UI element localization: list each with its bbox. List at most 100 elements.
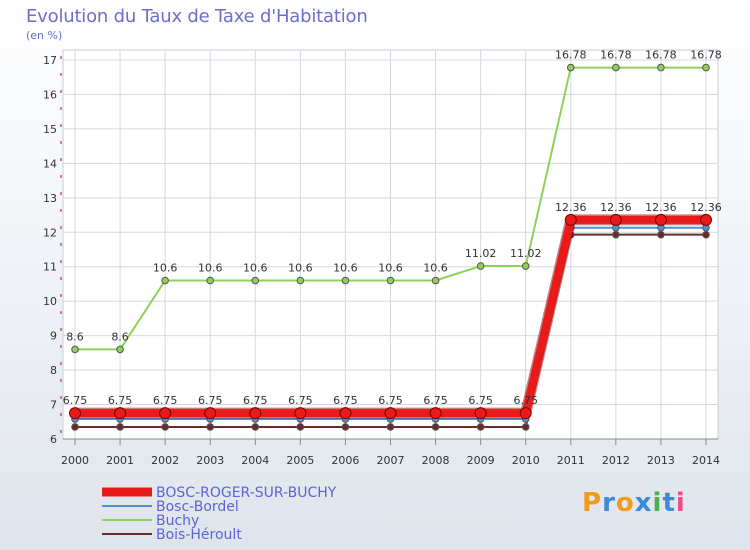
logo-letter: i bbox=[652, 488, 663, 518]
data-label: 6.75 bbox=[63, 394, 88, 407]
data-point bbox=[206, 423, 215, 431]
data-label: 6.75 bbox=[423, 394, 448, 407]
data-label: 12.36 bbox=[555, 201, 587, 214]
x-tick-label: 2013 bbox=[647, 454, 675, 467]
data-point bbox=[612, 63, 620, 72]
x-tick-label: 2006 bbox=[331, 454, 359, 467]
logo-letter: r bbox=[602, 488, 616, 518]
data-point bbox=[521, 262, 530, 270]
data-label: 10.6 bbox=[378, 262, 403, 275]
logo-letter: x bbox=[634, 488, 653, 518]
data-point bbox=[249, 407, 262, 420]
data-point bbox=[69, 407, 81, 420]
data-label: 16.78 bbox=[555, 49, 587, 62]
data-label: 6.75 bbox=[288, 394, 313, 407]
data-point bbox=[431, 276, 440, 285]
data-label: 10.6 bbox=[243, 262, 268, 275]
y-tick-label: 11 bbox=[43, 261, 57, 274]
y-tick-label: 6 bbox=[50, 433, 57, 446]
data-label: 6.75 bbox=[333, 394, 358, 407]
data-point bbox=[612, 230, 620, 239]
y-tick-label: 16 bbox=[43, 88, 57, 101]
data-label: 6.75 bbox=[378, 394, 403, 407]
x-tick-label: 2004 bbox=[241, 454, 269, 467]
data-point bbox=[296, 423, 305, 431]
data-point bbox=[429, 407, 442, 420]
data-point bbox=[161, 423, 169, 431]
data-label: 12.36 bbox=[600, 201, 632, 214]
data-label: 6.75 bbox=[108, 394, 133, 407]
data-label: 10.6 bbox=[423, 262, 448, 275]
x-tick-label: 2002 bbox=[151, 454, 179, 467]
logo-letter: i bbox=[675, 488, 686, 518]
chart-unit-label: (en %) bbox=[26, 29, 63, 42]
legend-label: Buchy bbox=[156, 513, 199, 529]
data-label: 16.78 bbox=[600, 49, 632, 62]
y-tick-label: 10 bbox=[43, 295, 57, 308]
data-point bbox=[521, 423, 530, 431]
y-tick-label: 9 bbox=[50, 330, 57, 343]
data-point bbox=[384, 407, 397, 420]
data-label: 6.75 bbox=[513, 394, 538, 407]
data-point bbox=[251, 276, 260, 285]
data-point bbox=[294, 407, 307, 420]
chart-title: Evolution du Taux de Taxe d'Habitation bbox=[26, 6, 368, 27]
data-point bbox=[114, 407, 127, 420]
data-point bbox=[251, 423, 260, 431]
data-point bbox=[476, 423, 485, 431]
data-point bbox=[702, 230, 710, 239]
data-point bbox=[700, 213, 712, 226]
data-label: 6.75 bbox=[198, 394, 223, 407]
y-tick-label: 14 bbox=[43, 157, 57, 170]
y-tick-label: 15 bbox=[43, 123, 57, 136]
logo-letter: o bbox=[615, 488, 635, 518]
legend-label: BOSC-ROGER-SUR-BUCHY bbox=[156, 485, 337, 501]
x-tick-label: 2001 bbox=[106, 454, 134, 467]
data-label: 10.6 bbox=[333, 262, 358, 275]
data-point bbox=[566, 63, 575, 72]
data-label: 8.6 bbox=[111, 330, 129, 343]
data-point bbox=[116, 423, 124, 431]
legend-label: Bois-Héroult bbox=[156, 527, 242, 543]
data-label: 6.75 bbox=[468, 394, 493, 407]
data-label: 16.78 bbox=[645, 49, 677, 62]
data-point bbox=[296, 276, 305, 285]
data-point bbox=[474, 407, 487, 420]
data-label: 10.6 bbox=[288, 262, 313, 275]
x-tick-label: 2000 bbox=[61, 454, 89, 467]
data-label: 12.36 bbox=[690, 201, 722, 214]
data-point bbox=[71, 423, 79, 431]
data-point bbox=[609, 213, 622, 226]
y-tick-label: 17 bbox=[43, 54, 57, 67]
proxiti-logo: Proxiti bbox=[582, 488, 686, 518]
data-label: 6.75 bbox=[153, 394, 178, 407]
data-point bbox=[476, 262, 485, 270]
data-label: 8.6 bbox=[66, 330, 84, 343]
x-tick-label: 2008 bbox=[422, 454, 450, 467]
data-point bbox=[657, 230, 665, 239]
data-point bbox=[519, 407, 532, 420]
data-point bbox=[339, 407, 352, 420]
data-point bbox=[159, 407, 172, 420]
data-point bbox=[116, 345, 124, 354]
data-label: 11.02 bbox=[465, 247, 497, 260]
data-point bbox=[702, 63, 710, 72]
data-point bbox=[564, 213, 577, 226]
data-point bbox=[341, 276, 350, 285]
data-point bbox=[161, 276, 169, 285]
data-point bbox=[386, 423, 395, 431]
y-tick-label: 13 bbox=[43, 192, 57, 205]
x-tick-label: 2014 bbox=[692, 454, 720, 467]
x-tick-label: 2005 bbox=[286, 454, 314, 467]
x-tick-label: 2010 bbox=[512, 454, 540, 467]
data-label: 16.78 bbox=[690, 49, 722, 62]
data-point bbox=[431, 423, 440, 431]
data-label: 12.36 bbox=[645, 201, 677, 214]
logo-letter: P bbox=[582, 488, 603, 518]
x-tick-label: 2003 bbox=[196, 454, 224, 467]
data-point bbox=[341, 423, 350, 431]
x-tick-label: 2007 bbox=[377, 454, 405, 467]
x-tick-label: 2011 bbox=[557, 454, 585, 467]
